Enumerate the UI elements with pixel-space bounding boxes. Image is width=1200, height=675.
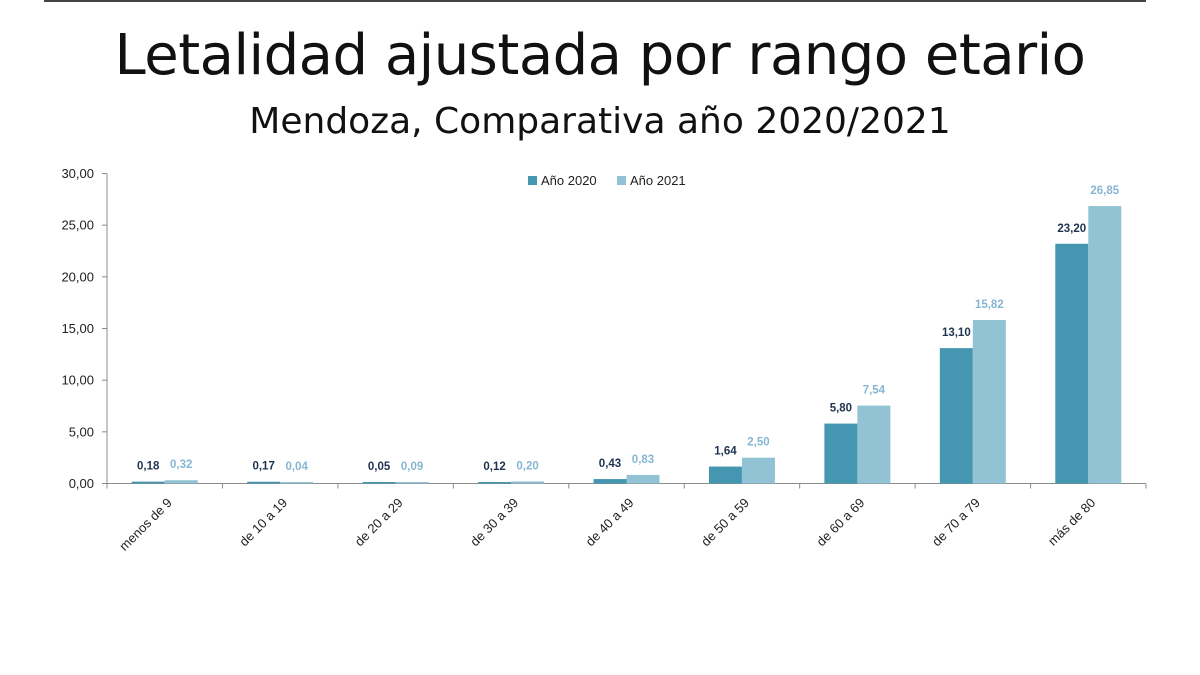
- data-label-2021: 0,32: [170, 459, 192, 471]
- data-label-2020: 0,12: [483, 461, 505, 473]
- data-label-2021: 15,82: [975, 299, 1004, 311]
- data-label-2020: 0,43: [599, 458, 621, 470]
- legend-label-2021: Año 2021: [630, 173, 686, 188]
- y-tick-label: 5,00: [69, 424, 94, 439]
- bar-2021: [395, 482, 429, 484]
- data-label-2021: 26,85: [1090, 185, 1119, 197]
- bar-2021: [164, 480, 198, 484]
- y-tick-label: 0,00: [69, 476, 94, 491]
- bar-2021: [511, 481, 545, 484]
- bar-2020: [478, 482, 512, 484]
- x-tick-label: más de 80: [1045, 495, 1099, 549]
- data-label-2021: 0,04: [285, 461, 308, 473]
- y-tick-label: 25,00: [61, 218, 94, 233]
- data-label-2021: 0,09: [401, 461, 423, 473]
- bar-2020: [824, 423, 858, 484]
- x-tick-label: de 10 a 19: [236, 495, 290, 549]
- legend-swatch-2021: [617, 176, 626, 185]
- bar-2021: [280, 482, 314, 484]
- x-tick-label: de 30 a 39: [467, 495, 521, 549]
- data-label-2021: 2,50: [747, 437, 769, 449]
- data-label-2020: 0,18: [137, 461, 160, 473]
- bar-2020: [131, 481, 165, 484]
- x-tick-label: de 60 a 69: [813, 495, 867, 549]
- bar-2020: [708, 466, 742, 484]
- data-label-2020: 13,10: [942, 327, 971, 339]
- y-tick-label: 10,00: [61, 373, 94, 388]
- y-tick-label: 15,00: [61, 321, 94, 336]
- data-label-2021: 0,20: [516, 460, 538, 472]
- data-label-2020: 0,05: [368, 461, 391, 473]
- x-tick-label: de 20 a 29: [352, 495, 406, 549]
- bar-2021: [1088, 206, 1122, 484]
- bar-2020: [362, 482, 396, 484]
- data-label-2020: 23,20: [1057, 223, 1086, 235]
- bar-2020: [247, 481, 281, 484]
- data-label-2021: 7,54: [863, 385, 886, 397]
- bar-2021: [857, 405, 891, 484]
- x-tick-label: de 40 a 49: [583, 495, 637, 549]
- page-title: Letalidad ajustada por rango etario: [114, 23, 1086, 88]
- y-tick-label: 30,00: [61, 166, 94, 181]
- bar-2020: [939, 348, 973, 484]
- legend-label-2020: Año 2020: [541, 173, 597, 188]
- x-tick-label: de 70 a 79: [929, 495, 983, 549]
- top-rule: [44, 0, 1146, 2]
- data-label-2020: 1,64: [714, 446, 737, 458]
- bar-2020: [593, 479, 627, 484]
- data-label-2020: 5,80: [830, 403, 852, 415]
- bar-2021: [972, 320, 1006, 484]
- data-label-2020: 0,17: [252, 461, 274, 473]
- page-subtitle: Mendoza, Comparativa año 2020/2021: [249, 101, 951, 142]
- x-tick-label: de 50 a 59: [698, 495, 752, 549]
- bar-2021: [626, 474, 660, 484]
- legend-swatch-2020: [528, 176, 537, 185]
- bar-2020: [1055, 243, 1089, 484]
- data-label-2021: 0,83: [632, 454, 654, 466]
- bar-2021: [741, 457, 775, 484]
- x-tick-label: menos de 9: [116, 495, 175, 554]
- y-tick-label: 20,00: [61, 269, 94, 284]
